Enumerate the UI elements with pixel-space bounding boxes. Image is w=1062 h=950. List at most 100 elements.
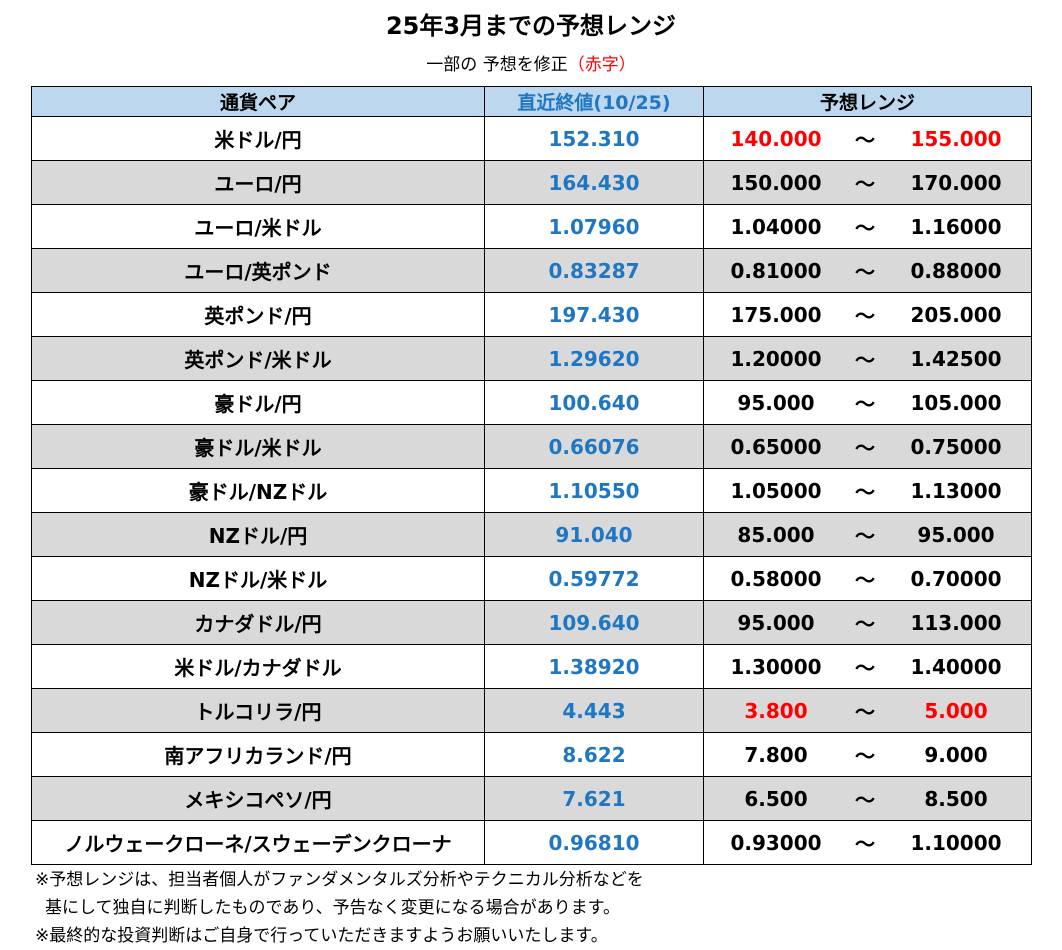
table-row: 豪ドル/円 100.640 95.000 ～ 105.000: [31, 380, 1032, 425]
close-cell: 197.430: [484, 292, 704, 337]
table-row: 英ポンド/米ドル 1.29620 1.20000 ～ 1.42500: [31, 336, 1032, 381]
range-tilde: ～: [855, 216, 875, 240]
range-high: 8.500: [924, 786, 988, 811]
pair-cell: 米ドル/円: [31, 116, 485, 161]
range-tilde: ～: [855, 480, 875, 504]
range-tilde: ～: [855, 260, 875, 284]
range-low: 7.800: [744, 742, 808, 767]
subtitle-text: 一部の 予想を修正: [426, 55, 568, 75]
range-tilde: ～: [855, 656, 875, 680]
close-cell: 109.640: [484, 600, 704, 645]
range-high: 170.000: [910, 170, 1002, 195]
header-pair: 通貨ペア: [31, 86, 485, 117]
close-cell: 91.040: [484, 512, 704, 557]
pair-cell: 豪ドル/円: [31, 380, 485, 425]
range-cell: 150.000 ～ 170.000: [703, 160, 1032, 205]
range-tilde: ～: [855, 700, 875, 724]
pair-cell: 豪ドル/NZドル: [31, 468, 485, 513]
range-cell: 6.500 ～ 8.500: [703, 776, 1032, 821]
range-tilde: ～: [855, 304, 875, 328]
table-row: NZドル/米ドル 0.59772 0.58000 ～ 0.70000: [31, 556, 1032, 601]
pair-cell: カナダドル/円: [31, 600, 485, 645]
close-cell: 8.622: [484, 732, 704, 777]
pair-cell: トルコリラ/円: [31, 688, 485, 733]
disclaimer-notes: ※予想レンジは、担当者個人がファンダメンタルズ分析やテクニカル分析などを 基にし…: [35, 866, 644, 950]
range-high: 5.000: [924, 698, 988, 723]
table-row: メキシコペソ/円 7.621 6.500 ～ 8.500: [31, 776, 1032, 821]
subtitle: 一部の 予想を修正（赤字）: [0, 50, 1062, 75]
range-low: 6.500: [744, 786, 808, 811]
range-cell: 85.000 ～ 95.000: [703, 512, 1032, 557]
range-cell: 7.800 ～ 9.000: [703, 732, 1032, 777]
range-high: 205.000: [910, 302, 1002, 327]
forecast-range-table: 通貨ペア 直近終値(10/25) 予想レンジ 米ドル/円 152.310 140.0…: [31, 86, 1032, 865]
range-tilde: ～: [855, 568, 875, 592]
range-high: 113.000: [910, 610, 1002, 635]
range-high: 1.42500: [910, 346, 1002, 371]
range-cell: 0.58000 ～ 0.70000: [703, 556, 1032, 601]
range-cell: 3.800 ～ 5.000: [703, 688, 1032, 733]
header-range: 予想レンジ: [703, 86, 1032, 117]
header-close: 直近終値(10/25): [484, 86, 704, 117]
range-tilde: ～: [855, 436, 875, 460]
range-cell: 1.30000 ～ 1.40000: [703, 644, 1032, 689]
range-tilde: ～: [855, 392, 875, 416]
close-cell: 152.310: [484, 116, 704, 161]
range-low: 85.000: [737, 522, 815, 547]
range-low: 1.05000: [730, 478, 822, 503]
close-cell: 1.29620: [484, 336, 704, 381]
range-low: 0.65000: [730, 434, 822, 459]
close-cell: 0.59772: [484, 556, 704, 601]
range-cell: 140.000 ～ 155.000: [703, 116, 1032, 161]
range-high: 0.88000: [910, 258, 1002, 283]
range-high: 0.70000: [910, 566, 1002, 591]
pair-cell: ユーロ/円: [31, 160, 485, 205]
range-low: 175.000: [730, 302, 822, 327]
close-cell: 7.621: [484, 776, 704, 821]
range-high: 0.75000: [910, 434, 1002, 459]
range-low: 0.93000: [730, 830, 822, 855]
range-high: 1.16000: [910, 214, 1002, 239]
range-low: 0.81000: [730, 258, 822, 283]
close-cell: 0.66076: [484, 424, 704, 469]
range-tilde: ～: [855, 348, 875, 372]
close-cell: 1.38920: [484, 644, 704, 689]
close-cell: 1.07960: [484, 204, 704, 249]
range-tilde: ～: [855, 172, 875, 196]
range-cell: 0.81000 ～ 0.88000: [703, 248, 1032, 293]
range-low: 95.000: [737, 610, 815, 635]
table-row: ノルウェークローネ/スウェーデンクローナ 0.96810 0.93000 ～ 1.100…: [31, 820, 1032, 865]
note-2: 基にして独自に判断したものであり、予告なく変更になる場合があります。: [45, 898, 620, 918]
table-row: 米ドル/円 152.310 140.000 ～ 155.000: [31, 116, 1032, 161]
table-row: カナダドル/円 109.640 95.000 ～ 113.000: [31, 600, 1032, 645]
range-low: 95.000: [737, 390, 815, 415]
pair-cell: NZドル/米ドル: [31, 556, 485, 601]
subtitle-revised-note: （赤字）: [567, 55, 636, 75]
range-cell: 1.04000 ～ 1.16000: [703, 204, 1032, 249]
table-row: 豪ドル/NZドル 1.10550 1.05000 ～ 1.13000: [31, 468, 1032, 513]
range-high: 1.13000: [910, 478, 1002, 503]
pair-cell: ユーロ/米ドル: [31, 204, 485, 249]
table-row: ユーロ/円 164.430 150.000 ～ 170.000: [31, 160, 1032, 205]
pair-cell: 豪ドル/米ドル: [31, 424, 485, 469]
close-cell: 0.83287: [484, 248, 704, 293]
range-tilde: ～: [855, 832, 875, 856]
range-low: 1.20000: [730, 346, 822, 371]
range-high: 155.000: [910, 126, 1002, 151]
note-3: ※最終的な投資判断はご自身で行っていただきますようお願いいたします。: [35, 926, 608, 946]
range-high: 1.10000: [910, 830, 1002, 855]
page-title: 25年3月までの予想レンジ: [385, 12, 677, 40]
table-header-row: 通貨ペア 直近終値(10/25) 予想レンジ: [31, 86, 1032, 117]
table-row: ユーロ/米ドル 1.07960 1.04000 ～ 1.16000: [31, 204, 1032, 249]
pair-cell: メキシコペソ/円: [31, 776, 485, 821]
range-low: 150.000: [730, 170, 822, 195]
range-cell: 95.000 ～ 105.000: [703, 380, 1032, 425]
pair-cell: ノルウェークローネ/スウェーデンクローナ: [31, 820, 485, 865]
range-low: 140.000: [730, 126, 822, 151]
range-low: 3.800: [744, 698, 808, 723]
pair-cell: NZドル/円: [31, 512, 485, 557]
range-high: 9.000: [924, 742, 988, 767]
range-cell: 95.000 ～ 113.000: [703, 600, 1032, 645]
range-tilde: ～: [855, 744, 875, 768]
range-cell: 1.05000 ～ 1.13000: [703, 468, 1032, 513]
